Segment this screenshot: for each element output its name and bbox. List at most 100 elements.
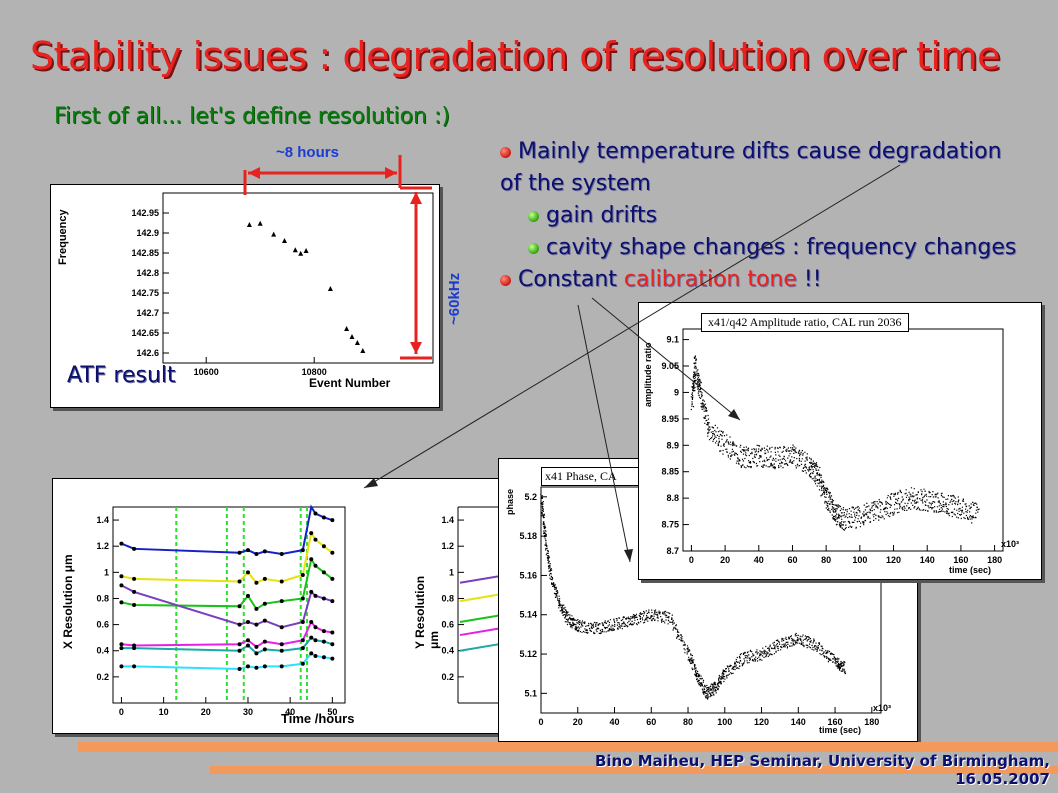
y-tick-label: 142.95 [131,208,159,218]
data-point [132,664,137,669]
bullet-4: Constant calibration tone !! [500,264,1050,296]
amplitude-plot-panel: 8.7 8.75 8.8 8.85 8.9 8.95 9 9.05 9.1 0 20 40 60 80 10… [638,302,1042,580]
frequency-plot: 142.95 142.9 142.85 142.8 142.75 142.7 142.65 1… [131,192,434,377]
data-point [132,576,137,581]
data-point [279,599,284,604]
y-tick-label: 1 [104,567,109,577]
data-point [321,639,326,644]
y-tick-label: 8.95 [661,414,679,424]
y-tick-label: 142.85 [131,248,159,258]
freq-ylabel: Frequency [57,209,69,265]
amplitude-plot: 8.7 8.75 8.8 8.85 8.9 8.95 9 9.05 9.1 0 20 40 60 80 10… [661,328,1004,565]
bullet-1: Mainly temperature difts cause degradati… [500,136,1050,168]
data-point [237,667,242,672]
x-tick-label: 50 [327,707,337,717]
data-point [313,638,318,643]
y-tick-label: 8.8 [666,493,679,503]
y-tick-label: 0.6 [441,620,454,630]
amplitude-xlabel: time (sec) [949,565,992,575]
y-tick-label: 1.4 [96,515,109,525]
y-tick-label: 0.2 [441,672,454,682]
y-tick-label: 5.18 [519,531,537,541]
data-point [245,619,250,624]
yres-series-line [459,643,500,652]
data-point [279,648,284,653]
data-point [279,579,284,584]
data-point [271,231,277,237]
bullet-red-icon [500,274,511,286]
bullet-3: cavity shape changes : frequency changes [500,232,1050,264]
y-tick-label: 5.12 [519,649,537,659]
yres-series-line [459,575,500,584]
y-tick-label: 142.7 [136,308,159,318]
x-tick-label: 20 [573,717,583,727]
y-tick-label: 1 [449,567,454,577]
data-point [237,622,242,627]
x-resolution-plot: 0.2 0.4 0.6 0.8 1 1.2 1.4 0 10 20 30 40 50 0.2 0.4 0.6 0… [96,504,501,717]
y-tick-label: 1.2 [96,541,109,551]
data-point [313,653,318,658]
amplitude-title: x41/q42 Amplitude ratio, CAL run 2036 [701,313,909,332]
y-tick-label: 5.1 [524,688,537,698]
data-point [119,646,124,651]
y-tick-label: 0.4 [96,646,109,656]
x-tick-label: 20 [720,555,730,565]
data-band [690,355,980,531]
data-point [262,647,267,652]
data-point [313,593,318,598]
phase-title: x41 Phase, CA [541,467,649,486]
data-point [300,638,305,643]
bullet-green-icon [528,242,539,254]
data-point [257,220,263,226]
x-tick-label: 10600 [194,367,219,377]
x-tick-label: 160 [953,555,968,565]
atf-result-label: ATF result [67,363,176,388]
x-tick-label: 160 [828,717,843,727]
data-point [313,511,318,516]
data-point [309,635,314,640]
data-point [245,664,250,669]
data-point [313,537,318,542]
data-point [254,580,259,585]
plot-frame [682,328,1004,552]
x-tick-label: 0 [689,555,694,565]
data-point [321,570,326,575]
slide-title: Stability issues : degradation of resolu… [30,34,1000,78]
data-point [309,651,314,656]
x-tick-label: 100 [852,555,867,565]
data-point [300,661,305,666]
bullet-list: Mainly temperature difts cause degradati… [500,136,1050,296]
data-point [254,552,259,557]
data-point [237,648,242,653]
data-point [313,625,318,630]
yres-ylabel: Y Resolution μm [413,575,441,649]
footer-accent-bar-2 [210,766,1058,774]
data-point [300,596,305,601]
x-tick-label: 60 [646,717,656,727]
y-tick-label: 0.4 [441,646,454,656]
y-tick-label: 9 [674,387,679,397]
y-tick-label: 8.9 [666,440,679,450]
yres-series-line [459,614,500,623]
khz-annotation: ~60kHz [446,272,463,325]
data-point [237,642,242,647]
data-point [119,574,124,579]
data-point [132,546,137,551]
y-tick-label: 142.9 [136,228,159,238]
x-tick-label: 20 [201,707,211,717]
data-point [321,544,326,549]
data-point [309,619,314,624]
data-point [254,622,259,627]
data-point [254,606,259,611]
footer-line-1: Bino Maiheu, HEP Seminar, University of … [594,752,1050,770]
data-point [262,664,267,669]
y-tick-label: 0.6 [96,620,109,630]
data-point [349,334,355,339]
footer-line-2: 16.05.2007 [955,770,1050,788]
resolution-plots-panel: 0.2 0.4 0.6 0.8 1 1.2 1.4 0 10 20 30 40 50 0.2 0.4 0.6 0… [52,478,502,734]
data-point [246,222,252,227]
y-tick-label: 142.65 [131,328,159,338]
x-tick-label: 10800 [302,367,327,377]
data-point [119,664,124,669]
data-point [313,563,318,568]
